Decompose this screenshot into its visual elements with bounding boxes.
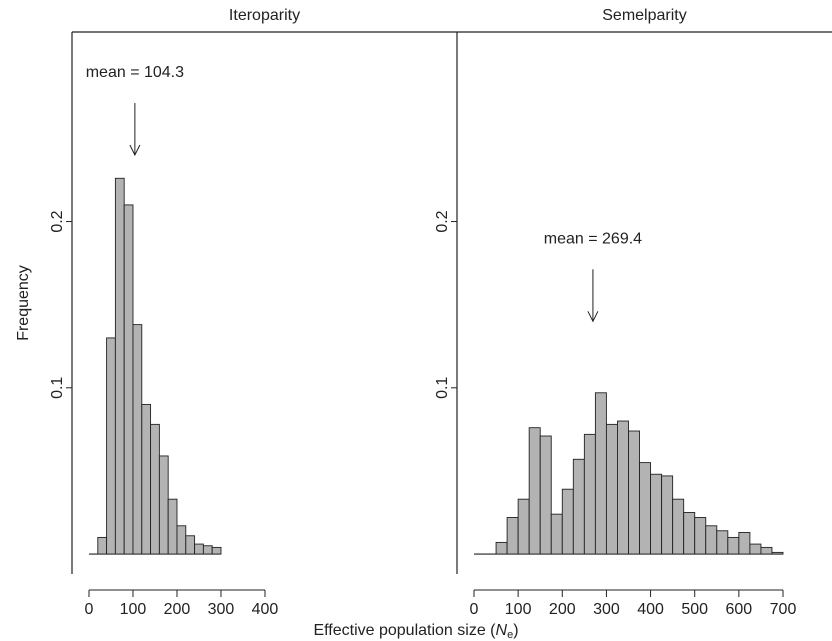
y-axis-label: Frequency bbox=[15, 265, 32, 341]
bar bbox=[672, 498, 685, 555]
bar bbox=[605, 423, 618, 555]
y-tick-label: 0.2 bbox=[49, 210, 66, 232]
y-tick-label: 0.1 bbox=[434, 377, 451, 399]
bar bbox=[506, 517, 519, 555]
x-label-close: ) bbox=[513, 622, 518, 639]
x-label-text: Effective population size ( bbox=[313, 622, 496, 639]
bar bbox=[628, 430, 640, 555]
bar bbox=[617, 420, 629, 555]
panel-title: Semelparity bbox=[602, 7, 686, 24]
bar bbox=[495, 541, 508, 555]
x-tick-label: 0 bbox=[85, 601, 94, 618]
arrowhead bbox=[129, 144, 141, 157]
panel-title: Iteroparity bbox=[229, 7, 300, 24]
x-tick-label: 700 bbox=[770, 601, 797, 618]
bar bbox=[572, 458, 585, 555]
bar bbox=[594, 392, 607, 555]
bar bbox=[760, 546, 773, 555]
bar bbox=[158, 455, 169, 555]
x-tick-label: 100 bbox=[505, 601, 532, 618]
bar bbox=[683, 512, 696, 555]
x-tick-label: 100 bbox=[120, 601, 147, 618]
bar bbox=[694, 517, 707, 555]
bar bbox=[539, 435, 552, 555]
bar bbox=[167, 498, 178, 555]
bar bbox=[202, 545, 213, 555]
bar bbox=[738, 531, 751, 555]
bar bbox=[727, 536, 740, 555]
annotation: mean = 104.3 bbox=[86, 64, 184, 81]
bar bbox=[150, 423, 160, 555]
bar bbox=[176, 525, 187, 555]
bar bbox=[132, 324, 143, 555]
x-tick-label: 600 bbox=[726, 601, 753, 618]
bar bbox=[771, 551, 784, 555]
bar bbox=[141, 403, 152, 555]
bar bbox=[650, 473, 663, 555]
bar bbox=[705, 525, 718, 555]
x-tick-label: 300 bbox=[208, 601, 235, 618]
bar bbox=[211, 546, 222, 555]
x-axis-label: Effective population size (Ne) bbox=[313, 622, 518, 641]
bar bbox=[716, 530, 729, 555]
x-label-subscript: e bbox=[507, 629, 513, 641]
arrowhead bbox=[587, 311, 599, 323]
x-tick-label: 200 bbox=[164, 601, 191, 618]
x-tick-label: 0 bbox=[470, 601, 479, 618]
y-tick-label: 0.2 bbox=[434, 210, 451, 232]
bar bbox=[123, 204, 134, 555]
bar bbox=[194, 543, 204, 555]
x-tick-label: 500 bbox=[681, 601, 708, 618]
bar bbox=[114, 177, 125, 555]
bar bbox=[97, 536, 108, 555]
bar bbox=[749, 543, 762, 555]
bar bbox=[583, 433, 596, 555]
y-tick-label: 0.1 bbox=[49, 377, 66, 399]
x-tick-label: 400 bbox=[252, 601, 279, 618]
x-tick-label: 400 bbox=[637, 601, 664, 618]
bar bbox=[185, 535, 196, 555]
x-tick-label: 200 bbox=[549, 601, 576, 618]
annotation: mean = 269.4 bbox=[544, 231, 642, 248]
bar bbox=[661, 475, 674, 555]
x-tick-label: 300 bbox=[593, 601, 620, 618]
bar bbox=[517, 498, 530, 555]
bar bbox=[106, 337, 116, 555]
bar bbox=[550, 513, 563, 555]
x-label-symbol: N bbox=[496, 622, 508, 639]
bar bbox=[561, 488, 574, 555]
bar bbox=[639, 462, 652, 555]
bar bbox=[528, 427, 541, 555]
